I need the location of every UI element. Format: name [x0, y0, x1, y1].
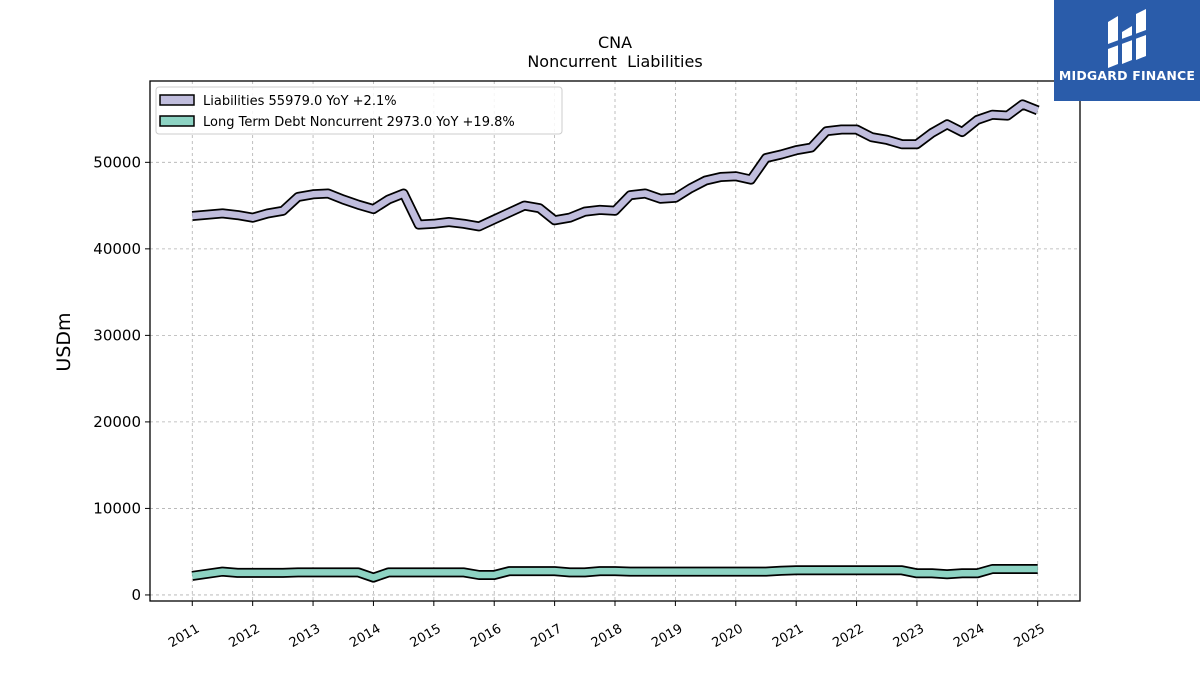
y-tick-label: 20000: [93, 413, 141, 431]
x-tick-label: 2015: [408, 621, 444, 651]
chart-title: CNA: [598, 33, 632, 52]
x-tick-label: 2013: [287, 621, 323, 651]
series-line-1: [191, 565, 1038, 581]
x-tick-label: 2014: [347, 621, 383, 651]
x-tick-label: 2011: [166, 621, 202, 651]
brand-logo: MIDGARD FINANCE: [1054, 0, 1200, 101]
y-tick-label: 10000: [93, 499, 141, 517]
legend-label: Long Term Debt Noncurrent 2973.0 YoY +19…: [203, 115, 515, 130]
x-tick-label: 2017: [528, 621, 564, 651]
x-tick-label: 2022: [830, 621, 866, 651]
grid-lines: [150, 81, 1080, 601]
x-tick-label: 2024: [951, 621, 987, 651]
y-tick-label: 50000: [93, 153, 141, 171]
midgard-logo-icon: [1108, 9, 1146, 68]
legend-swatch: [159, 115, 195, 127]
x-tick-label: 2012: [227, 621, 263, 651]
x-tick-label: 2021: [770, 621, 806, 651]
x-tick-label: 2020: [710, 621, 746, 651]
y-tick-label: 30000: [93, 326, 141, 344]
y-axis: 0 10000 20000 30000 40000 50000: [93, 153, 150, 604]
x-tick-label: 2025: [1012, 621, 1048, 651]
x-tick-label: 2016: [468, 621, 504, 651]
x-tick-label: 2019: [649, 621, 685, 651]
legend-label: Liabilities 55979.0 YoY +2.1%: [203, 94, 397, 109]
x-tick-label: 2018: [589, 621, 625, 651]
legend-box: [155, 86, 563, 135]
legend-swatch: [159, 94, 195, 106]
y-tick-label: 0: [131, 586, 141, 604]
series-layer: [191, 99, 1040, 583]
series-line-0: [192, 101, 1039, 230]
chart-subtitle: Noncurrent Liabilities: [527, 52, 702, 71]
x-tick-label: 2023: [891, 621, 927, 651]
y-axis-label: USDm: [53, 312, 75, 371]
legend: Liabilities 55979.0 YoY +2.1% Long Term D…: [155, 86, 563, 135]
y-tick-label: 40000: [93, 240, 141, 258]
brand-name: MIDGARD FINANCE: [1058, 68, 1196, 83]
x-axis: 2011 2012 2013 2014 2015 2016 2017 2018 2019 2020…: [166, 601, 1048, 651]
